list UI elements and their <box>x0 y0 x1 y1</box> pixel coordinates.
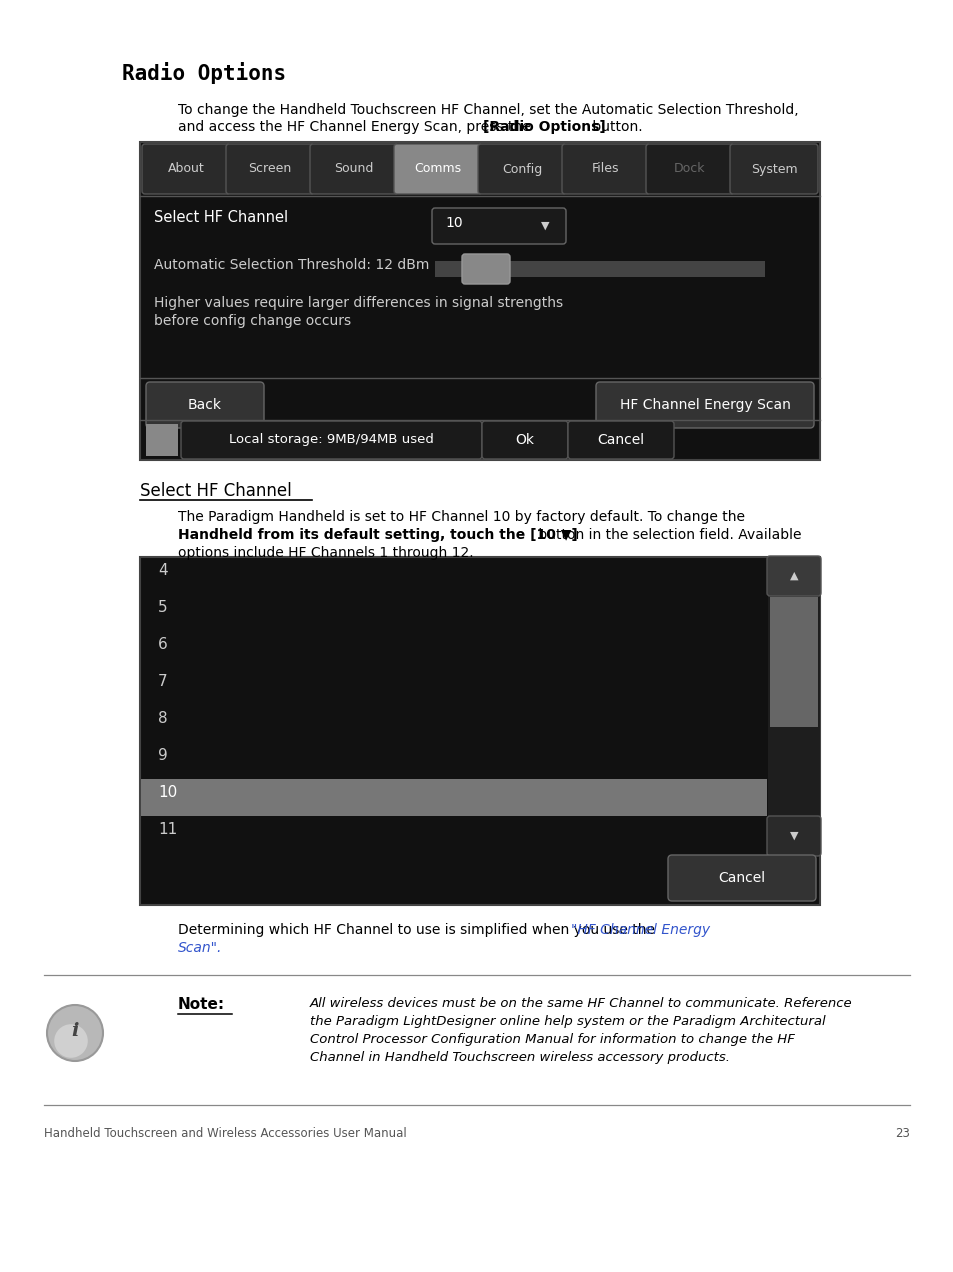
Text: Screen: Screen <box>248 163 292 176</box>
Bar <box>769 597 817 728</box>
Circle shape <box>54 1024 88 1058</box>
Text: 23: 23 <box>894 1127 909 1140</box>
Text: Cancel: Cancel <box>718 871 764 885</box>
Text: 8: 8 <box>158 711 168 726</box>
Text: Cancel: Cancel <box>597 432 644 446</box>
Text: ▼: ▼ <box>540 221 549 232</box>
Text: 10: 10 <box>158 785 177 800</box>
Bar <box>141 778 766 817</box>
Text: 5: 5 <box>158 600 168 614</box>
Text: the Paradigm LightDesigner online help system or the Paradigm Architectural: the Paradigm LightDesigner online help s… <box>310 1015 824 1028</box>
Bar <box>146 424 178 455</box>
Bar <box>435 261 764 277</box>
Text: Control Processor Configuration Manual for information to change the HF: Control Processor Configuration Manual f… <box>310 1033 794 1046</box>
Text: Ok: Ok <box>515 432 534 446</box>
Text: i: i <box>71 1021 78 1040</box>
Text: Files: Files <box>592 163 619 176</box>
Text: Select HF Channel: Select HF Channel <box>140 482 292 500</box>
FancyBboxPatch shape <box>142 144 230 195</box>
Text: System: System <box>750 163 797 176</box>
Text: options include HF Channels 1 through 12.: options include HF Channels 1 through 12… <box>178 546 473 560</box>
Text: To change the Handheld Touchscreen HF Channel, set the Automatic Selection Thres: To change the Handheld Touchscreen HF Ch… <box>178 103 798 117</box>
FancyBboxPatch shape <box>766 817 821 856</box>
Text: ▼: ▼ <box>789 831 798 841</box>
Text: 9: 9 <box>158 748 168 763</box>
Circle shape <box>47 1005 103 1061</box>
FancyBboxPatch shape <box>645 144 733 195</box>
Text: Note:: Note: <box>178 997 225 1013</box>
Text: Dock: Dock <box>674 163 705 176</box>
FancyBboxPatch shape <box>667 855 815 901</box>
Text: 11: 11 <box>158 822 177 837</box>
Text: ▲: ▲ <box>789 571 798 581</box>
Text: Handheld Touchscreen and Wireless Accessories User Manual: Handheld Touchscreen and Wireless Access… <box>44 1127 406 1140</box>
Text: Comms: Comms <box>414 163 461 176</box>
Text: Scan".: Scan". <box>178 941 222 955</box>
FancyBboxPatch shape <box>226 144 314 195</box>
FancyBboxPatch shape <box>146 382 264 427</box>
FancyBboxPatch shape <box>310 144 397 195</box>
Text: [Radio Options]: [Radio Options] <box>482 120 605 134</box>
Text: Config: Config <box>501 163 541 176</box>
Bar <box>767 557 820 855</box>
Text: 4: 4 <box>158 563 168 577</box>
Text: About: About <box>168 163 204 176</box>
Text: Sound: Sound <box>334 163 374 176</box>
Text: button in the selection field. Available: button in the selection field. Available <box>534 528 801 542</box>
Text: 7: 7 <box>158 674 168 689</box>
FancyBboxPatch shape <box>461 254 510 284</box>
Bar <box>140 142 820 460</box>
Text: 6: 6 <box>158 637 168 653</box>
Text: Handheld from its default setting, touch the [10 ▼]: Handheld from its default setting, touch… <box>178 528 578 542</box>
Text: Automatic Selection Threshold: 12 dBm: Automatic Selection Threshold: 12 dBm <box>153 258 429 272</box>
Text: button.: button. <box>587 120 642 134</box>
Text: "HF Channel Energy: "HF Channel Energy <box>571 923 709 937</box>
Text: The Paradigm Handheld is set to HF Channel 10 by factory default. To change the: The Paradigm Handheld is set to HF Chann… <box>178 510 744 524</box>
Text: Radio Options: Radio Options <box>122 62 286 84</box>
Text: Back: Back <box>188 398 222 412</box>
FancyBboxPatch shape <box>766 556 821 597</box>
Text: Local storage: 9MB/94MB used: Local storage: 9MB/94MB used <box>229 434 433 446</box>
Text: Select HF Channel: Select HF Channel <box>153 210 288 225</box>
Text: before config change occurs: before config change occurs <box>153 314 351 328</box>
Bar <box>140 557 820 904</box>
FancyBboxPatch shape <box>432 209 565 244</box>
Text: Determining which HF Channel to use is simplified when you use the: Determining which HF Channel to use is s… <box>178 923 659 937</box>
FancyBboxPatch shape <box>596 382 813 427</box>
Text: 10: 10 <box>444 216 462 230</box>
FancyBboxPatch shape <box>477 144 565 195</box>
FancyBboxPatch shape <box>181 421 481 459</box>
Text: HF Channel Energy Scan: HF Channel Energy Scan <box>618 398 790 412</box>
Text: and access the HF Channel Energy Scan, press the: and access the HF Channel Energy Scan, p… <box>178 120 535 134</box>
FancyBboxPatch shape <box>481 421 567 459</box>
FancyBboxPatch shape <box>561 144 649 195</box>
Text: Channel in Handheld Touchscreen wireless accessory products.: Channel in Handheld Touchscreen wireless… <box>310 1051 729 1063</box>
FancyBboxPatch shape <box>567 421 673 459</box>
Text: Higher values require larger differences in signal strengths: Higher values require larger differences… <box>153 296 562 310</box>
FancyBboxPatch shape <box>394 144 481 195</box>
FancyBboxPatch shape <box>729 144 817 195</box>
Text: All wireless devices must be on the same HF Channel to communicate. Reference: All wireless devices must be on the same… <box>310 997 852 1010</box>
